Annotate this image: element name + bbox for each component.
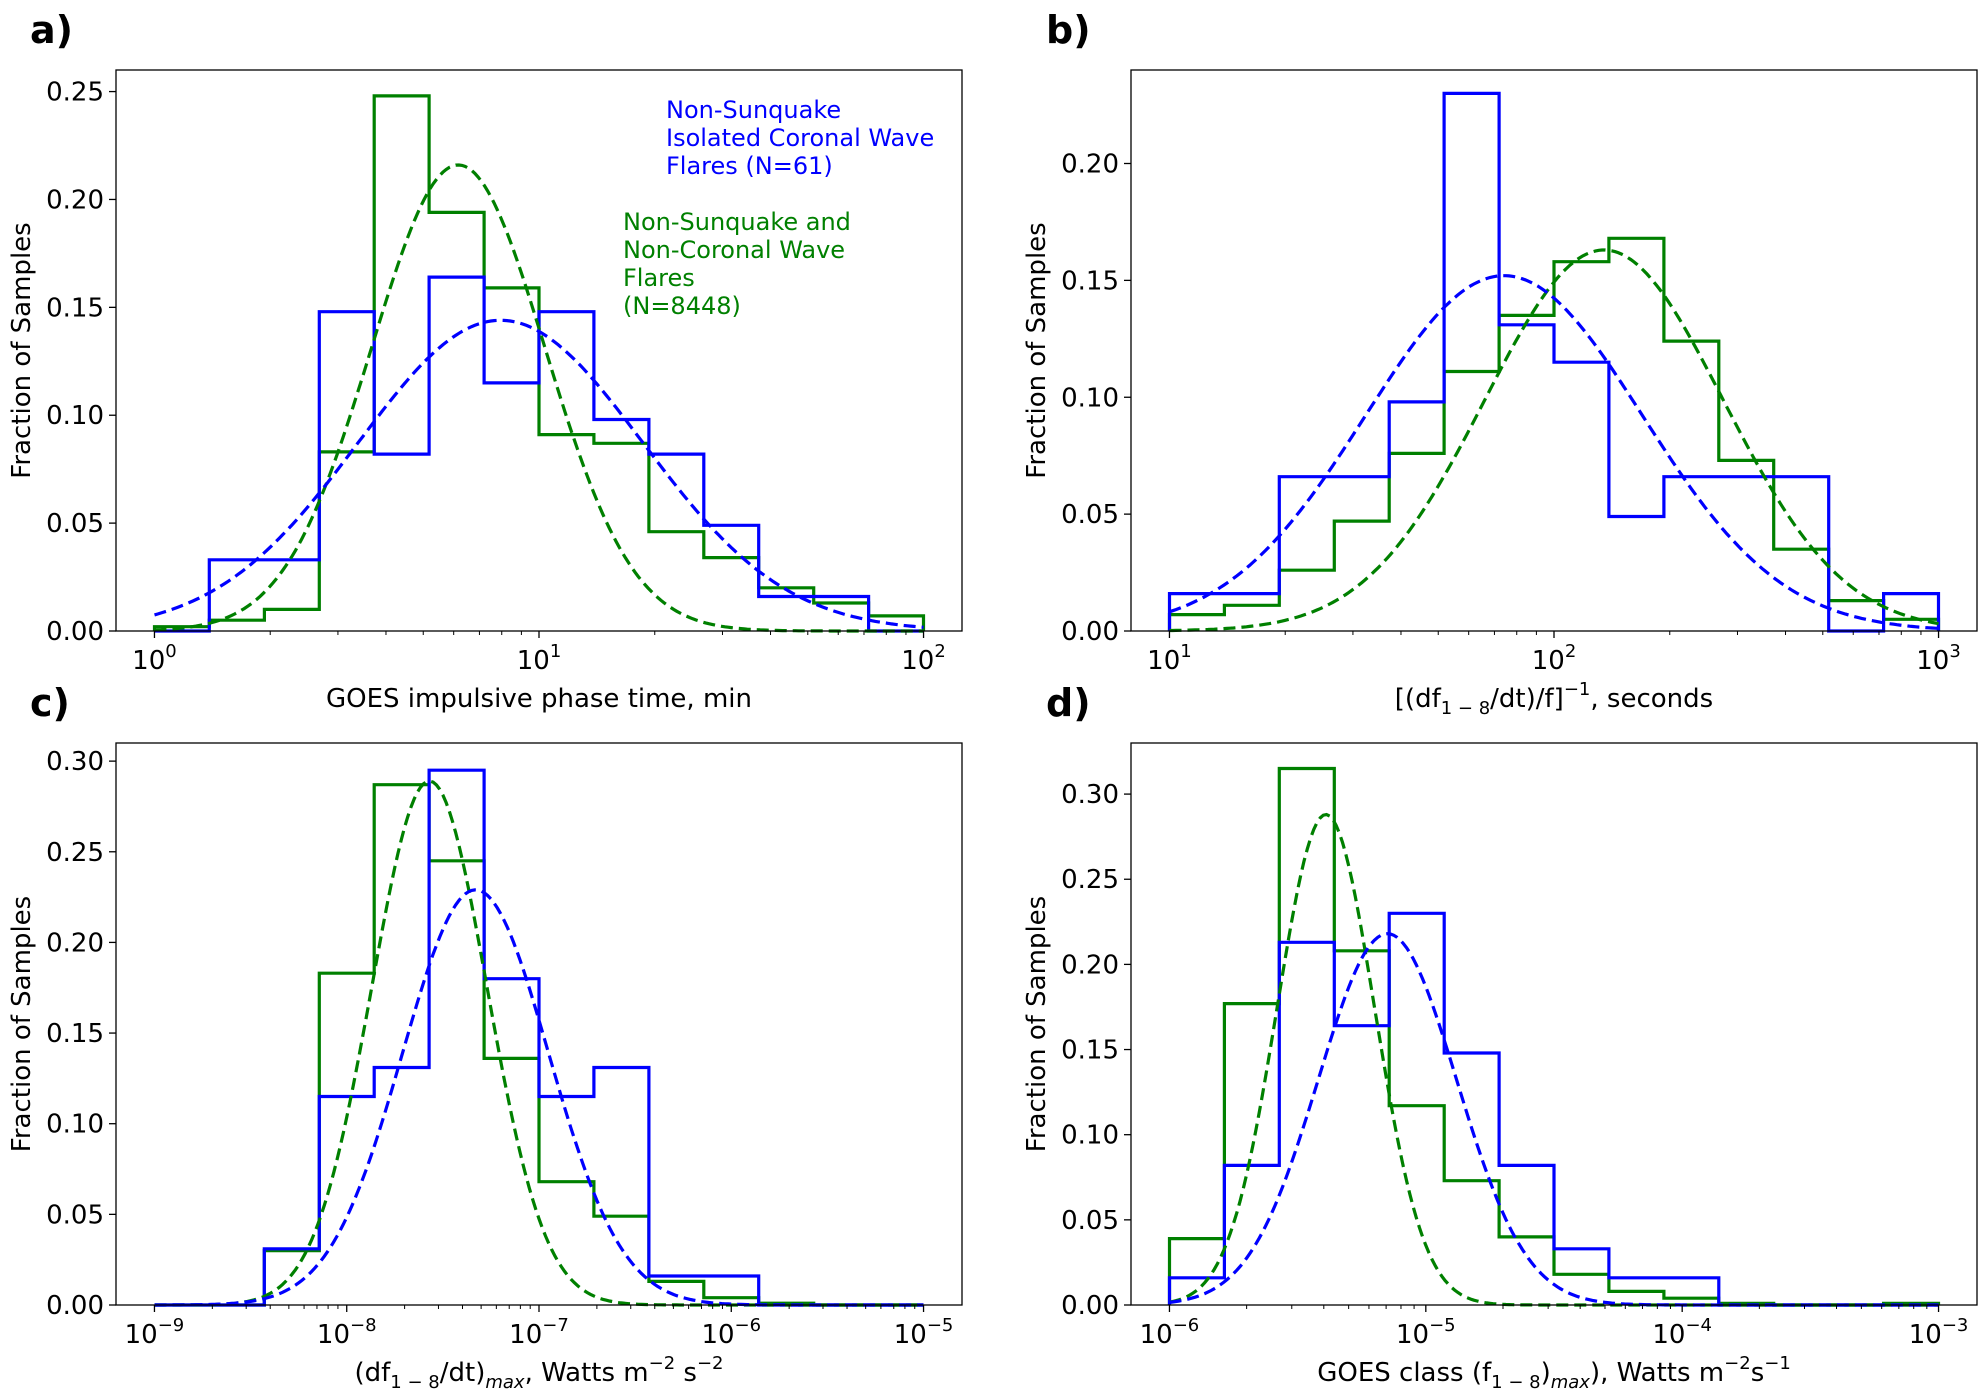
panel-b-ytick-label: 0.05	[1061, 500, 1119, 530]
panel-c-ytick-label: 0.25	[46, 838, 104, 868]
panel-a-ytick-label: 0.25	[46, 78, 104, 108]
panel-d-ytick-label: 0.20	[1061, 950, 1119, 980]
legend-green-line-2: Non-Coronal Wave	[623, 236, 845, 264]
panel-d-ytick-label: 0.05	[1061, 1206, 1119, 1236]
panel-a-ytick-label: 0.15	[46, 293, 104, 323]
panel-b-xtick-label: 102	[1532, 641, 1577, 676]
panel-a-ytick-label: 0.20	[46, 185, 104, 215]
panel-a-xtick-label: 102	[901, 641, 946, 676]
panel-a-xlabel: GOES impulsive phase time, min	[326, 684, 752, 714]
legend-green-line-1: Non-Sunquake and	[623, 208, 851, 236]
panel-c-xtick-label: 10−6	[701, 1315, 761, 1350]
panel-b-fit-blue	[1168, 274, 1939, 630]
panel-a-ylabel: Fraction of Samples	[7, 222, 37, 478]
panel-d-ytick-label: 0.25	[1061, 865, 1119, 895]
panel-d-label: d)	[1046, 681, 1091, 725]
panel-c-ytick-label: 0.20	[46, 928, 104, 958]
panel-c-xlabel: (df1 − 8/dt)max, Watts m−2 s−2	[354, 1353, 723, 1392]
panel-a-fit-blue	[154, 318, 924, 629]
panel-b-xtick-label: 103	[1916, 641, 1961, 676]
panel-d: d) 0.00 0.05 0.10 0.15 0.20 0.25 0.30 10−6 10−5 10…	[1022, 681, 1978, 1392]
legend-blue-line-3: Flares (N=61)	[666, 152, 833, 180]
panel-b-ylabel: Fraction of Samples	[1022, 222, 1052, 478]
panel-b-ytick-label: 0.15	[1061, 266, 1119, 296]
panel-d-xtick-label: 10−4	[1652, 1315, 1712, 1350]
legend: Non-Sunquake Isolated Coronal Wave Flare…	[623, 96, 934, 320]
panel-c-label: c)	[30, 681, 70, 725]
panel-c-xtick-label: 10−5	[894, 1315, 954, 1350]
panel-c-ytick-label: 0.10	[46, 1110, 104, 1140]
panel-d-axes-frame	[1130, 742, 1978, 1306]
panel-c-xtick-label: 10−7	[509, 1315, 569, 1350]
panel-d-ytick-label: 0.15	[1061, 1036, 1119, 1066]
panel-b-ytick-label: 0.10	[1061, 383, 1119, 413]
panel-c-ylabel: Fraction of Samples	[7, 896, 37, 1152]
panel-b-fit-green	[1169, 248, 1939, 633]
panel-a-ytick-label: 0.00	[46, 617, 104, 647]
panel-d-ylabel: Fraction of Samples	[1022, 896, 1052, 1152]
panel-a-xtick-label: 100	[132, 641, 177, 676]
panel-a: a) 0.00 0.05 0.10 0.15 0.20 0.25 100 101 102 Fract…	[7, 8, 963, 714]
legend-green-line-4: (N=8448)	[623, 292, 741, 320]
panel-c: c) 0.00 0.05 0.10 0.15 0.20 0.25 0.30 10−9 10−8 10…	[7, 681, 963, 1392]
panel-c-xtick-label: 10−9	[125, 1315, 185, 1350]
panel-c-ytick-label: 0.15	[46, 1019, 104, 1049]
legend-blue-line-2: Isolated Coronal Wave	[666, 124, 934, 152]
panel-b-ytick-label: 0.00	[1061, 617, 1119, 647]
panel-d-ytick-label: 0.10	[1061, 1121, 1119, 1151]
panel-c-ytick-label: 0.05	[46, 1200, 104, 1230]
panel-b-xtick-label: 101	[1147, 641, 1192, 676]
panel-b-xlabel: [(df1 − 8/dt)/f]−1, seconds	[1395, 679, 1713, 719]
panel-c-ytick-label: 0.30	[46, 747, 104, 777]
panel-b-ytick-label: 0.20	[1061, 150, 1119, 180]
panel-c-ytick-label: 0.00	[46, 1291, 104, 1321]
panel-d-xtick-label: 10−6	[1140, 1315, 1200, 1350]
panel-a-label: a)	[30, 8, 73, 52]
panel-b: b) 0.00 0.05 0.10 0.15 0.20 101 102 103 Fraction …	[1022, 8, 1978, 719]
legend-blue-line-1: Non-Sunquake	[666, 96, 841, 124]
panel-b-label: b)	[1046, 8, 1091, 52]
legend-green-line-3: Flares	[623, 264, 695, 292]
panel-d-xtick-label: 10−5	[1396, 1315, 1456, 1350]
panel-d-ytick-label: 0.30	[1061, 780, 1119, 810]
panel-a-ytick-label: 0.05	[46, 509, 104, 539]
panel-c-fit-green	[154, 779, 924, 1307]
panel-c-hist-blue	[154, 768, 924, 1307]
panel-b-hist-blue	[1167, 91, 1941, 633]
panel-a-hist-blue	[154, 275, 924, 633]
panel-c-xtick-label: 10−8	[317, 1315, 377, 1350]
panel-a-xtick-label: 101	[517, 641, 562, 676]
panel-d-xtick-label: 10−3	[1909, 1315, 1969, 1350]
panel-a-ytick-label: 0.10	[46, 401, 104, 431]
panel-d-xlabel: GOES class (f1 − 8)max), Watts m−2s−1	[1317, 1353, 1791, 1392]
panel-d-ytick-label: 0.00	[1061, 1291, 1119, 1321]
